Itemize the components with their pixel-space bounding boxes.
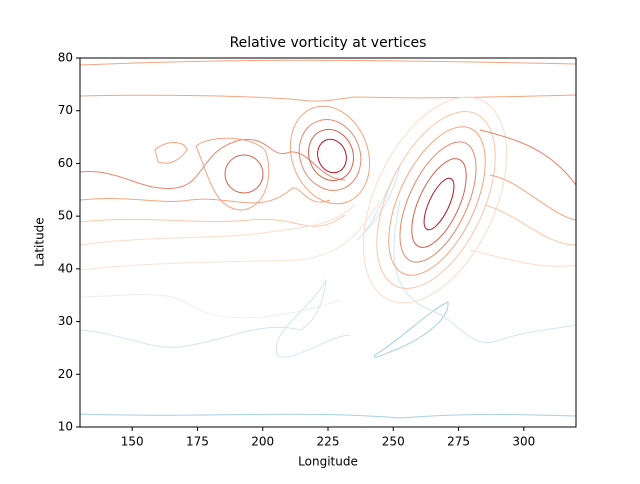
x-tick-label: 275: [447, 435, 470, 449]
x-axis-label: Longitude: [298, 455, 358, 469]
x-tick-label: 150: [121, 435, 144, 449]
y-tick-label: 30: [58, 314, 73, 328]
y-tick-label: 60: [58, 156, 73, 170]
contour-line: [80, 413, 576, 419]
chart-title: Relative vorticity at vertices: [230, 35, 427, 51]
contour-line: [423, 177, 455, 231]
contour-line: [373, 301, 449, 358]
x-tick-label: 200: [251, 435, 274, 449]
x-tick-label: 300: [512, 435, 535, 449]
y-axis-label: Latitude: [33, 217, 47, 266]
contour-line: [469, 249, 576, 267]
contour-line: [80, 204, 356, 246]
contour-line: [80, 59, 576, 66]
y-tick-label: 10: [58, 420, 73, 434]
contour-line: [376, 111, 496, 289]
contour-line: [479, 129, 576, 186]
contours: [80, 59, 576, 419]
contour-line: [80, 94, 576, 102]
y-tick-label: 70: [58, 103, 73, 117]
contour-line: [317, 138, 347, 174]
contour-line: [80, 214, 346, 227]
contour-line: [289, 105, 371, 205]
y-tick-label: 40: [58, 261, 73, 275]
contour-line: [484, 204, 576, 246]
contour-line: [388, 126, 486, 276]
contour-line: [80, 279, 351, 358]
contour-line: [411, 158, 467, 248]
contour-line: [80, 138, 346, 189]
plot-frame: [79, 57, 577, 428]
x-tick-label: 225: [317, 435, 340, 449]
contour-line: [393, 199, 576, 343]
y-tick-label: 80: [58, 51, 73, 65]
contour-line: [399, 141, 477, 263]
contour-line: [224, 154, 264, 194]
contour-line: [154, 142, 188, 164]
contour-line: [80, 187, 331, 204]
x-tick-label: 250: [382, 435, 405, 449]
x-tick-label: 175: [186, 435, 209, 449]
contour-line: [298, 119, 362, 191]
contour-line: [80, 199, 381, 271]
contour-line: [195, 137, 270, 211]
contour-line: [80, 294, 341, 319]
y-tick-label: 50: [58, 209, 73, 223]
y-tick-label: 20: [58, 367, 73, 381]
contour-line: [489, 174, 576, 221]
contour-line: [307, 128, 355, 182]
contour-line: [362, 96, 508, 304]
